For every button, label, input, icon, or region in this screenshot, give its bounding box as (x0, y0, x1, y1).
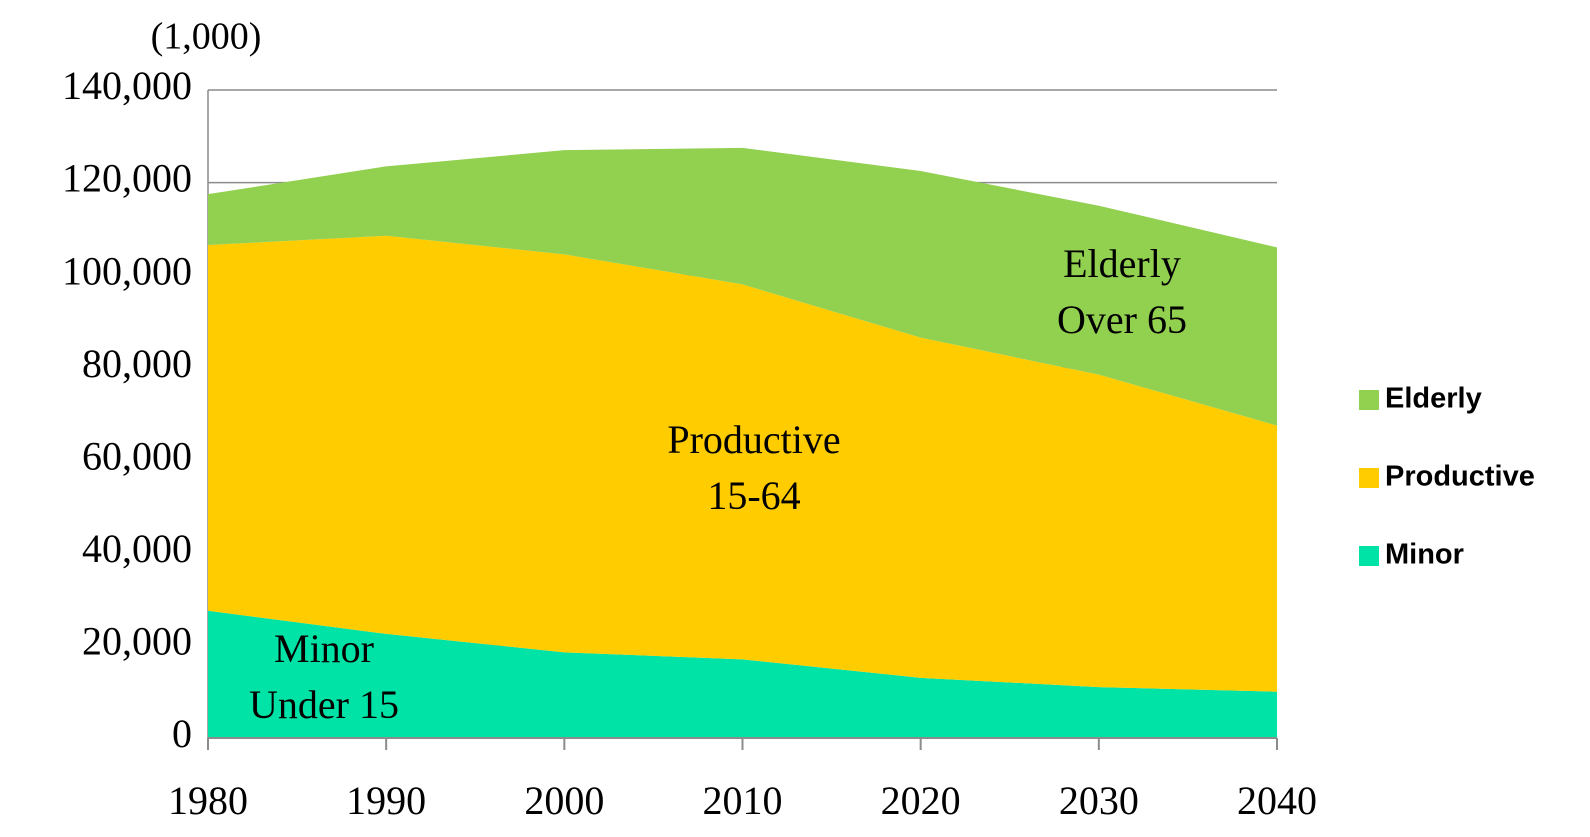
y-tick-label: 40,000 (82, 526, 192, 571)
y-tick-label: 120,000 (62, 156, 192, 201)
area (208, 235, 1277, 692)
legend-swatch (1359, 390, 1379, 410)
legend-swatch (1359, 468, 1379, 488)
x-tick-label: 2010 (703, 778, 783, 823)
y-tick-label: 20,000 (82, 619, 192, 664)
y-tick-label: 60,000 (82, 433, 192, 478)
y-tick-label: 140,000 (62, 63, 192, 108)
area-annotation: Elderly (1063, 241, 1181, 286)
area-annotation: 15-64 (707, 473, 800, 518)
legend-label: Productive (1385, 461, 1535, 493)
x-tick-label: 1980 (168, 778, 248, 823)
x-tick-label: 1990 (346, 778, 426, 823)
area (208, 610, 1277, 738)
area-annotation: Productive (667, 417, 840, 462)
legend-label: Elderly (1385, 383, 1482, 415)
y-tick-label: 100,000 (62, 248, 192, 293)
x-tick-label: 2020 (881, 778, 961, 823)
y-tick-label: 80,000 (82, 341, 192, 386)
x-tick-label: 2040 (1237, 778, 1317, 823)
area (208, 147, 1277, 426)
x-tick-label: 2030 (1059, 778, 1139, 823)
x-tick-label: 2000 (524, 778, 604, 823)
y-tick-label: 0 (172, 711, 192, 756)
y-axis-unit: (1,000) (151, 16, 262, 58)
legend-label: Minor (1385, 539, 1464, 571)
legend-swatch (1359, 546, 1379, 566)
area-annotation: Minor (274, 626, 374, 671)
area-annotation: Under 15 (249, 682, 399, 727)
area-annotation: Over 65 (1057, 297, 1187, 342)
